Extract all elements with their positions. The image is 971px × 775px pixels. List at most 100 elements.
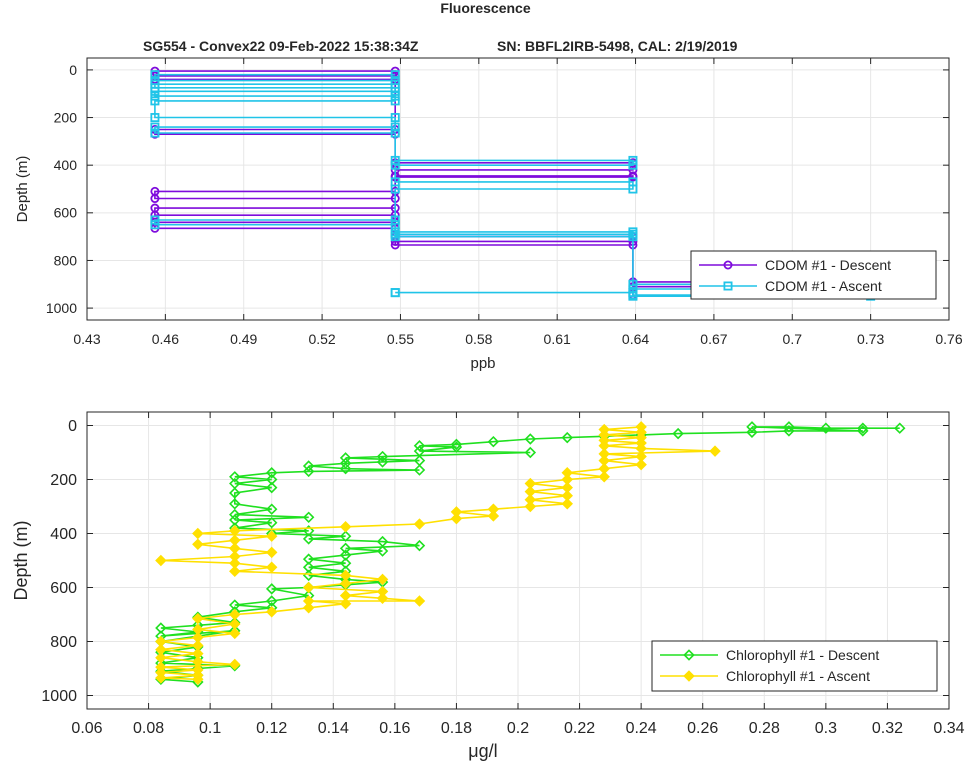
x-tick-label: 0.34 xyxy=(933,720,964,737)
y-axis-label: Depth (m) xyxy=(14,156,31,223)
data-point xyxy=(229,658,241,671)
data-point xyxy=(635,458,647,471)
x-tick-label: 0.43 xyxy=(73,331,100,347)
data-point xyxy=(302,581,315,594)
data-point xyxy=(339,457,352,470)
data-point xyxy=(376,450,389,463)
data-point xyxy=(150,215,160,225)
legend-marker-1 xyxy=(683,649,695,661)
data-point xyxy=(150,91,160,101)
data-point xyxy=(150,70,160,80)
data-point xyxy=(709,445,721,457)
x-tick-label: 0.24 xyxy=(626,720,657,737)
data-point xyxy=(302,602,315,614)
data-point xyxy=(746,426,758,438)
data-point xyxy=(229,608,241,621)
data-point xyxy=(598,454,610,467)
x-tick-label: 0.1 xyxy=(199,720,221,737)
x-tick-label: 0.32 xyxy=(872,720,903,737)
data-point xyxy=(302,465,315,478)
data-point xyxy=(390,91,400,101)
data-point xyxy=(390,288,400,298)
data-point xyxy=(229,487,241,499)
data-point xyxy=(192,612,204,625)
data-point xyxy=(783,421,795,433)
data-point xyxy=(155,661,167,673)
data-point xyxy=(229,557,241,569)
figure-subtitle-mission: SG554 - Convex22 09-Feb-2022 15:38:34Z xyxy=(143,38,419,54)
data-point xyxy=(229,542,241,555)
data-point xyxy=(487,435,500,448)
data-point xyxy=(487,510,500,522)
x-tick-label: 0.18 xyxy=(441,720,472,737)
data-point xyxy=(302,460,315,472)
data-point xyxy=(390,177,400,187)
data-point xyxy=(376,585,389,598)
x-tick-label: 0.61 xyxy=(544,331,571,347)
data-point xyxy=(265,546,278,559)
data-point xyxy=(376,592,389,605)
series-line-2 xyxy=(160,426,716,681)
data-point xyxy=(390,70,400,80)
y-tick-label: 1000 xyxy=(46,300,77,316)
data-point xyxy=(390,113,400,123)
data-point xyxy=(672,427,684,440)
y-tick-label: 800 xyxy=(50,634,77,651)
x-tick-label: 0.7 xyxy=(783,331,803,347)
chart-panel-1: 0.43 0.46 0.49 0.52 0.55 0.58 0.61 0.64 0.67 0.7 0… xyxy=(14,57,963,372)
data-point xyxy=(229,508,241,521)
data-point xyxy=(561,467,573,479)
figure-title: Fluorescence xyxy=(440,0,531,16)
x-tick-label: 0.22 xyxy=(564,720,595,737)
chart-panel-2: 0.06 0.08 0.1 0.12 0.14 0.16 0.18 0.2 0.22 0.24 0.… xyxy=(11,411,965,761)
y-tick-label: 400 xyxy=(50,526,77,543)
legend-box xyxy=(690,250,937,300)
data-point xyxy=(339,462,352,475)
data-point xyxy=(598,471,610,483)
data-point xyxy=(339,452,352,464)
data-point xyxy=(192,656,204,668)
data-point xyxy=(150,128,160,138)
data-point xyxy=(628,155,638,165)
data-point xyxy=(192,647,204,660)
legend-label-1: CDOM #1 - Descent xyxy=(765,257,891,273)
data-point xyxy=(339,597,352,610)
data-point xyxy=(265,503,278,515)
data-point xyxy=(155,651,167,664)
series-group xyxy=(155,421,906,688)
data-point xyxy=(265,583,278,595)
data-point xyxy=(339,542,352,555)
data-point xyxy=(265,467,278,479)
data-point xyxy=(265,481,278,494)
data-point xyxy=(265,530,278,542)
data-point xyxy=(746,421,758,433)
data-point xyxy=(413,464,426,476)
data-point xyxy=(561,489,573,502)
data-point xyxy=(390,76,400,86)
data-point xyxy=(155,643,167,656)
data-point xyxy=(628,279,638,289)
data-point xyxy=(150,113,160,123)
data-point xyxy=(450,438,463,451)
data-point xyxy=(628,227,638,237)
data-point xyxy=(561,473,573,486)
x-tick-label: 0.73 xyxy=(857,331,884,347)
data-point xyxy=(413,518,426,530)
x-tick-label: 0.14 xyxy=(318,720,349,737)
data-point xyxy=(390,155,400,165)
data-point xyxy=(598,462,610,475)
data-point xyxy=(390,128,400,138)
data-point xyxy=(339,530,352,542)
data-point xyxy=(857,425,869,437)
data-point xyxy=(598,448,610,460)
x-tick-label: 0.64 xyxy=(622,331,649,347)
legend-box xyxy=(651,640,938,692)
x-tick-label: 0.67 xyxy=(700,331,727,347)
series-line-1 xyxy=(154,70,872,295)
data-point xyxy=(390,220,400,230)
data-point xyxy=(524,494,537,506)
data-point xyxy=(265,516,278,529)
data-point xyxy=(155,635,167,648)
data-point xyxy=(339,589,352,602)
legend: CDOM #1 - Descent CDOM #1 - Ascent xyxy=(690,250,937,300)
